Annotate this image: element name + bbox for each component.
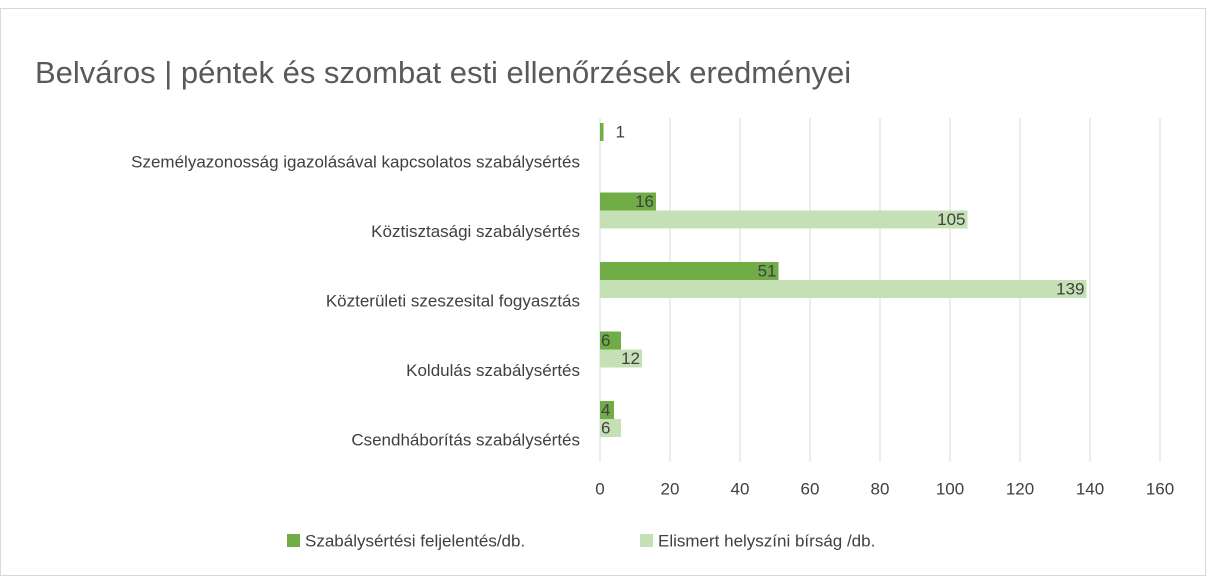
x-tick-label: 0 [595, 479, 604, 498]
legend-label: Elismert helyszíni bírság /db. [658, 531, 875, 550]
y-tick-label: Közterületi szeszesital fogyasztás [326, 291, 580, 310]
bar [600, 192, 656, 211]
bar [600, 210, 968, 229]
bar [600, 262, 779, 280]
x-tick-label: 140 [1076, 479, 1104, 498]
y-tick-label: Személyazonosság igazolásával kapcsolato… [131, 152, 580, 171]
y-tick-label: Koldulás szabálysértés [406, 361, 580, 380]
bar [600, 419, 621, 437]
chart-title: Belváros | péntek és szombat esti ellenő… [35, 55, 851, 90]
y-tick-label: Köztisztasági szabálysértés [371, 222, 580, 241]
bar [600, 349, 642, 368]
legend-swatch [287, 534, 300, 547]
x-tick-label: 80 [871, 479, 890, 498]
data-label: 139 [1056, 279, 1084, 298]
x-tick-label: 120 [1006, 479, 1034, 498]
data-label: 51 [758, 261, 777, 280]
data-label: 1 [616, 122, 625, 141]
data-label: 105 [937, 210, 965, 229]
x-tick-label: 40 [731, 479, 750, 498]
data-label: 16 [635, 192, 654, 211]
data-label: 6 [601, 418, 610, 437]
x-tick-label: 160 [1146, 479, 1174, 498]
data-label: 12 [621, 349, 640, 368]
y-tick-label: Csendháborítás szabálysértés [351, 430, 580, 449]
x-tick-label: 100 [936, 479, 964, 498]
x-tick-label: 60 [801, 479, 820, 498]
bar [600, 280, 1087, 298]
bar [600, 401, 614, 419]
data-label: 4 [601, 400, 610, 419]
legend-label: Szabálysértési feljelentés/db. [305, 531, 525, 550]
bar [600, 331, 621, 350]
legend-swatch [640, 534, 653, 547]
x-tick-label: 20 [661, 479, 680, 498]
bar [600, 123, 604, 141]
data-label: 6 [601, 331, 610, 350]
